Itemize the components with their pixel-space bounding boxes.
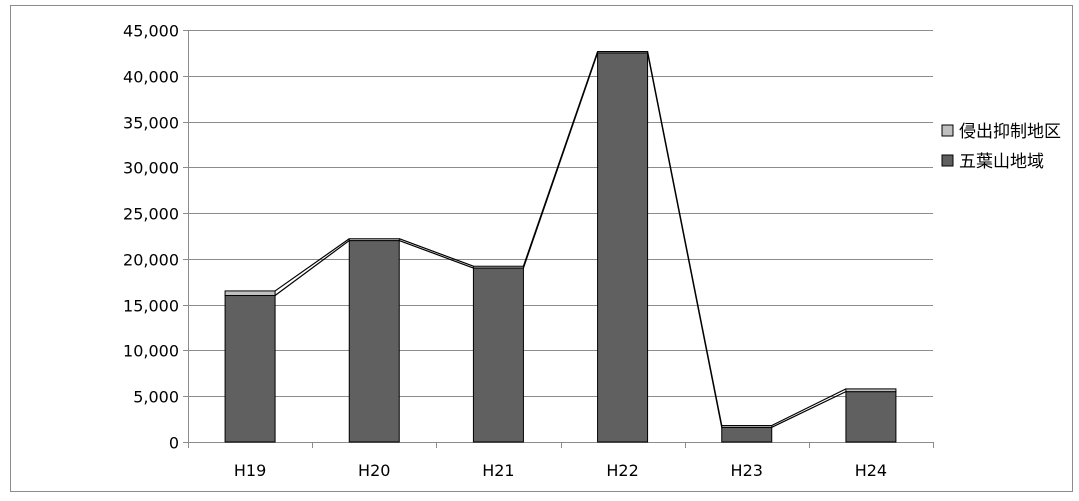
y-tick-label: 20,000 <box>123 251 179 270</box>
bar-segment <box>472 265 524 269</box>
bar-segment <box>472 267 524 443</box>
y-tick-label: 25,000 <box>123 205 179 224</box>
series-line <box>274 238 350 292</box>
x-tick-label: H24 <box>855 461 887 480</box>
y-tick-label: 5,000 <box>133 388 179 407</box>
bar-segment <box>597 52 649 443</box>
bar-segment <box>348 240 400 443</box>
bar-segment <box>597 51 649 54</box>
bars <box>224 51 897 443</box>
y-tick-label: 10,000 <box>123 342 179 361</box>
y-tick-label: 40,000 <box>123 68 179 87</box>
y-tick-label: 30,000 <box>123 159 179 178</box>
series-line <box>771 391 847 428</box>
y-tick-label: 35,000 <box>123 114 179 133</box>
axes: 0 5,000 10,000 15,000 20,000 25,000 30,000 35,0… <box>123 22 934 480</box>
x-tick-label: H23 <box>731 461 763 480</box>
y-tick-label: 15,000 <box>123 297 179 316</box>
series-line <box>399 238 474 267</box>
y-tick-label: 45,000 <box>123 22 179 41</box>
series-line <box>399 240 474 269</box>
legend-swatch <box>941 124 954 137</box>
legend-swatch <box>941 154 954 167</box>
series-line <box>646 51 723 426</box>
bar-segment <box>721 425 773 428</box>
series-line <box>274 240 350 296</box>
x-tick-label: H21 <box>482 461 514 480</box>
bar-segment <box>348 238 400 242</box>
x-tick-label: H22 <box>606 461 638 480</box>
x-tick-label: H20 <box>358 461 390 480</box>
bar-segment <box>224 295 276 443</box>
legend-label: 五葉山地域 <box>959 152 1044 172</box>
gridlines <box>188 30 933 397</box>
series-line <box>771 388 847 427</box>
series-lines <box>274 51 847 428</box>
x-tick-label: H19 <box>234 461 266 480</box>
bar-segment <box>224 290 276 297</box>
bar-segment <box>721 426 773 443</box>
y-tick-label: 0 <box>169 434 179 453</box>
bar-segment <box>845 388 897 393</box>
legend-label: 侵出抑制地区 <box>959 122 1061 142</box>
series-line <box>522 51 599 267</box>
bar-segment <box>845 391 897 443</box>
